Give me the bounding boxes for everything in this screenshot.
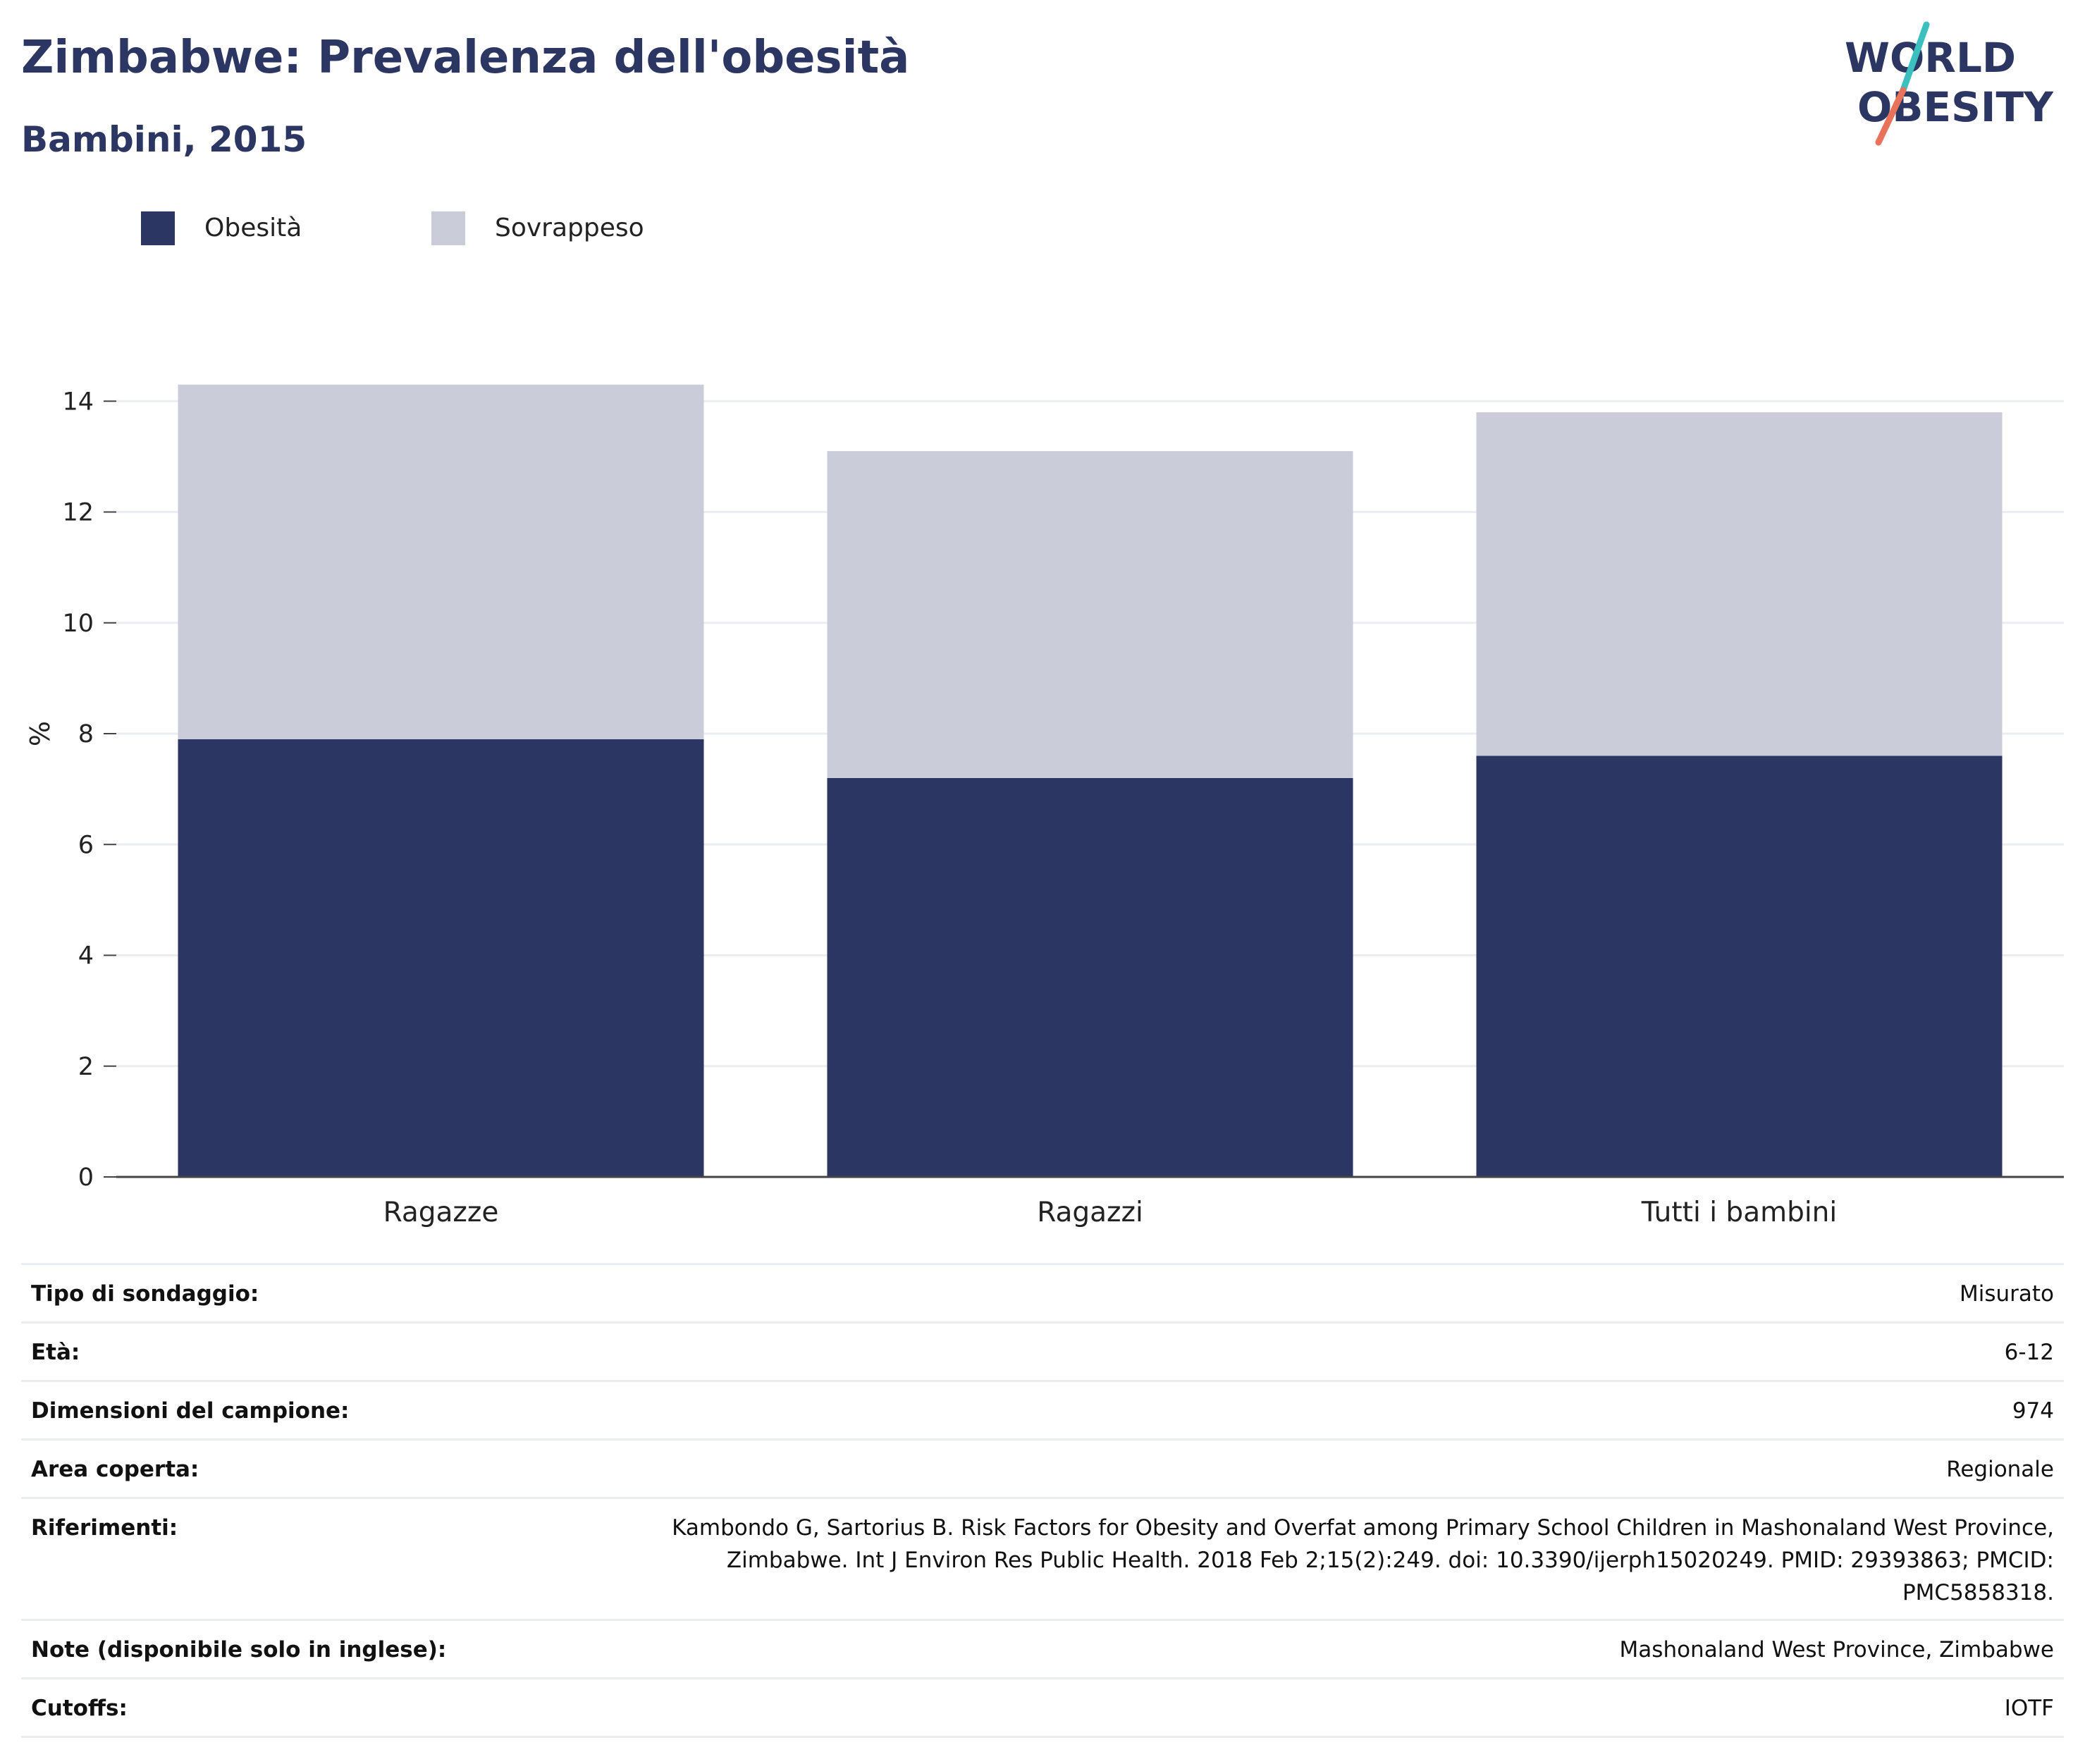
y-tick-label: 8 (78, 720, 94, 748)
details-label: Area coperta: (21, 1438, 634, 1499)
bar-obesita-2 (827, 777, 1353, 1177)
details-label: Note (disponibile solo in inglese): (21, 1619, 634, 1679)
y-tick-label: 4 (78, 942, 94, 970)
chart-title: Zimbabwe: Prevalenza dell'obesità (21, 32, 910, 84)
details-row-survey-type: Tipo di sondaggio: Misurato (21, 1263, 2064, 1324)
y-tick-label: 2 (78, 1053, 94, 1081)
x-tick-label: Tutti i bambini (1641, 1197, 1837, 1228)
y-tick-label: 12 (62, 499, 94, 527)
details-row-references: Riferimenti: Kambondo G, Sartorius B. Ri… (21, 1497, 2064, 1621)
details-value: Regionale (634, 1438, 2064, 1499)
details-value: 6-12 (634, 1321, 2064, 1382)
bar-obesita-1 (178, 739, 704, 1177)
legend-swatch-obesita (141, 211, 175, 245)
details-row-age: Età: 6-12 (21, 1321, 2064, 1382)
details-value: IOTF (634, 1677, 2064, 1738)
details-value: 974 (634, 1380, 2064, 1441)
bar-sovrappeso-3 (1476, 412, 2003, 756)
details-value: Kambondo G, Sartorius B. Risk Factors fo… (634, 1497, 2064, 1621)
legend-swatch-sovrappeso (431, 211, 465, 245)
details-label: Dimensioni del campione: (21, 1380, 634, 1441)
y-axis-title: % (25, 721, 56, 746)
x-tick-label: Ragazze (383, 1197, 499, 1228)
bars (178, 384, 2003, 1177)
details-row-notes: Note (disponibile solo in inglese): Mash… (21, 1619, 2064, 1679)
legend-label-sovrappeso: Sovrappeso (495, 214, 644, 242)
bar-obesita-3 (1476, 755, 2003, 1177)
details-row-sample-size: Dimensioni del campione: 974 (21, 1380, 2064, 1441)
y-tick-label: 10 (62, 610, 94, 638)
x-tick-label: Ragazzi (1037, 1197, 1143, 1228)
logo-slash-bottom (1875, 87, 1907, 146)
details-value: Misurato (634, 1263, 2064, 1324)
logo-text-world: WORLD (1845, 34, 2016, 82)
details-value: Mashonaland West Province, Zimbabwe (634, 1619, 2064, 1679)
details-label: Tipo di sondaggio: (21, 1263, 634, 1324)
bar-sovrappeso-2 (827, 451, 1353, 778)
bar-chart: 0 2 4 6 8 10 12 14% Ragazze Ragazzi Tutti i bambin… (25, 384, 2064, 1228)
details-row-area: Area coperta: Regionale (21, 1438, 2064, 1499)
details-label: Riferimenti: (21, 1497, 634, 1621)
details-row-cutoffs: Cutoffs: IOTF (21, 1677, 2064, 1738)
y-tick-label: 0 (78, 1164, 94, 1192)
chart-subtitle: Bambini, 2015 (21, 119, 307, 160)
world-obesity-logo: WORLD OBESITY (1845, 21, 2054, 146)
details-label: Età: (21, 1321, 634, 1382)
bar-sovrappeso-1 (178, 384, 704, 739)
details-label: Cutoffs: (21, 1677, 634, 1738)
axes: 0 2 4 6 8 10 12 14% Ragazze Ragazzi Tutti i bambin… (25, 388, 2064, 1228)
y-tick-label: 6 (78, 831, 94, 859)
y-tick-label: 14 (62, 388, 94, 416)
legend-label-obesita: Obesità (204, 214, 302, 242)
logo-slash-top (1900, 21, 1930, 94)
survey-details-table: Tipo di sondaggio: Misurato Età: 6-12 Di… (21, 1263, 2064, 1738)
